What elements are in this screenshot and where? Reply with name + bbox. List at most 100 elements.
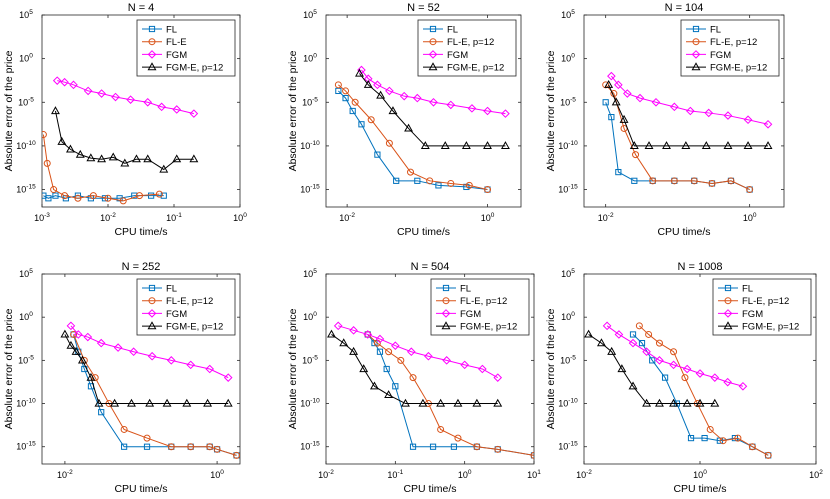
legend-marker xyxy=(148,297,156,305)
data-point xyxy=(70,330,78,338)
data-point xyxy=(145,398,155,407)
y-tick-label: 105 xyxy=(303,268,317,279)
x-tick-label: 102 xyxy=(809,469,823,480)
legend-marker xyxy=(147,309,157,318)
data-point xyxy=(655,398,664,407)
legend-marker xyxy=(148,25,156,33)
legend-marker xyxy=(441,309,451,318)
data-point xyxy=(86,153,96,162)
data-point xyxy=(453,398,463,407)
data-point xyxy=(623,89,632,98)
legend-entry: FL xyxy=(142,284,177,295)
legend-marker xyxy=(724,284,732,292)
data-point xyxy=(367,116,375,124)
chart-title: N = 252 xyxy=(122,261,161,273)
data-point xyxy=(71,346,81,355)
data-point xyxy=(385,139,393,147)
chart-panel-1: N = 4 10-3 10-2 10-1 100 10-15 10-10 10-5 100 105… xyxy=(3,2,247,238)
chart-title: N = 104 xyxy=(665,2,704,14)
series-line xyxy=(588,334,715,405)
data-point xyxy=(393,177,400,184)
data-point xyxy=(383,365,390,373)
legend-label: FGM-E, p=12 xyxy=(710,63,767,74)
chart-panel-5: N = 504 10-2 10-1 100 101 10-15 10-10 10-5 100 10… xyxy=(287,261,541,495)
legend-label: FGM xyxy=(460,309,481,320)
data-point xyxy=(409,443,417,450)
data-point xyxy=(205,364,215,374)
data-point xyxy=(710,398,720,407)
data-point xyxy=(143,443,151,450)
data-point xyxy=(376,348,384,355)
x-tick-label: 10-2 xyxy=(576,469,592,480)
legend-entry: FGM-E, p=12 xyxy=(436,321,517,333)
x-tick-label: 10-1 xyxy=(387,469,403,480)
legend-entry: FGM-E, p=12 xyxy=(142,62,223,74)
data-point xyxy=(407,168,415,176)
data-point xyxy=(763,141,773,150)
data-point xyxy=(628,381,638,390)
legend-label: FL-E xyxy=(166,37,187,48)
data-point xyxy=(363,330,373,339)
data-point xyxy=(52,192,59,199)
legend-label: FGM xyxy=(710,50,731,61)
legend-entry: FL-E, p=12 xyxy=(718,296,789,307)
y-tick-label: 10-10 xyxy=(16,140,36,151)
data-point xyxy=(493,398,503,407)
legend-label: FGM-E, p=12 xyxy=(460,322,517,333)
data-point xyxy=(420,141,430,150)
data-point xyxy=(738,381,748,391)
y-tick-label: 105 xyxy=(561,9,575,20)
series-fgm xyxy=(357,65,510,118)
data-point xyxy=(42,131,47,139)
data-point xyxy=(327,329,336,338)
data-point xyxy=(60,77,69,87)
legend-label: FL xyxy=(710,25,721,36)
x-tick-label: 10-3 xyxy=(34,212,50,223)
data-point xyxy=(342,95,349,102)
data-point xyxy=(335,87,342,95)
data-point xyxy=(611,97,621,106)
data-point xyxy=(399,91,409,101)
y-tick-label: 105 xyxy=(303,9,317,20)
data-point xyxy=(670,177,678,185)
legend-marker xyxy=(692,38,700,46)
legend-label: FL-E, p=12 xyxy=(460,296,507,307)
y-tick-label: 10-5 xyxy=(302,354,318,365)
data-point xyxy=(494,445,502,453)
data-point xyxy=(143,434,151,442)
data-point xyxy=(407,347,416,357)
chart-title: N = 504 xyxy=(411,261,450,273)
y-axis-label: Absolute error of the price xyxy=(3,308,15,429)
data-point xyxy=(763,119,773,129)
legend-entry: FL-E xyxy=(142,37,187,48)
data-point xyxy=(629,141,639,150)
data-point xyxy=(465,181,473,189)
data-point xyxy=(642,347,651,357)
series-layer xyxy=(42,76,199,205)
legend-marker xyxy=(442,284,450,292)
data-point xyxy=(681,141,691,150)
data-point xyxy=(120,425,128,433)
series-fgm-e xyxy=(60,329,233,407)
y-tick-label: 105 xyxy=(19,268,33,279)
data-point xyxy=(483,106,492,116)
legend-label: FL xyxy=(166,25,177,36)
legend-entry: FGM xyxy=(686,50,731,61)
data-point xyxy=(43,159,51,167)
series-line xyxy=(610,75,769,125)
legend-label: FL-E, p=12 xyxy=(447,37,494,48)
data-point xyxy=(392,383,399,390)
series-layer xyxy=(334,65,510,194)
data-point xyxy=(682,398,692,407)
series-fl-e xyxy=(334,81,492,194)
y-tick-label: 100 xyxy=(561,311,575,322)
data-point xyxy=(203,398,213,407)
x-tick-label: 10-1 xyxy=(166,212,182,223)
data-point xyxy=(695,369,705,378)
data-point xyxy=(472,398,482,407)
series-fgm xyxy=(602,321,748,391)
data-point xyxy=(661,374,669,381)
series-layer xyxy=(584,321,772,459)
series-line xyxy=(64,334,229,405)
